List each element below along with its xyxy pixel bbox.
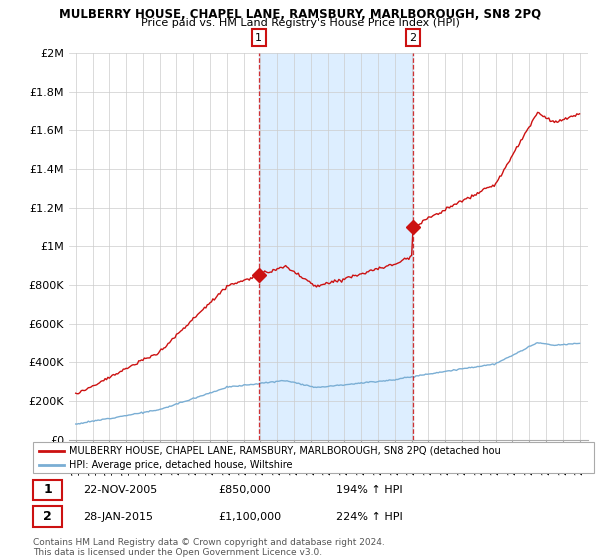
Text: 2: 2: [43, 510, 52, 523]
Bar: [259, 53, 413, 440]
Text: £850,000: £850,000: [218, 485, 271, 494]
Text: Price paid vs. HM Land Registry's House Price Index (HPI): Price paid vs. HM Land Registry's House …: [140, 18, 460, 28]
Text: MULBERRY HOUSE, CHAPEL LANE, RAMSBURY, MARLBOROUGH, SN8 2PQ (detached hou: MULBERRY HOUSE, CHAPEL LANE, RAMSBURY, M…: [70, 446, 501, 456]
FancyBboxPatch shape: [33, 479, 62, 500]
Text: HPI: Average price, detached house, Wiltshire: HPI: Average price, detached house, Wilt…: [70, 460, 293, 470]
Text: Contains HM Land Registry data © Crown copyright and database right 2024.
This d: Contains HM Land Registry data © Crown c…: [33, 538, 385, 557]
FancyBboxPatch shape: [33, 506, 62, 527]
Text: 1: 1: [255, 32, 262, 43]
Text: 28-JAN-2015: 28-JAN-2015: [83, 512, 154, 521]
FancyBboxPatch shape: [33, 442, 594, 473]
Text: 22-NOV-2005: 22-NOV-2005: [83, 485, 158, 494]
Text: MULBERRY HOUSE, CHAPEL LANE, RAMSBURY, MARLBOROUGH, SN8 2PQ: MULBERRY HOUSE, CHAPEL LANE, RAMSBURY, M…: [59, 8, 541, 21]
Text: £1,100,000: £1,100,000: [218, 512, 281, 521]
Text: 224% ↑ HPI: 224% ↑ HPI: [336, 512, 403, 521]
Text: 1: 1: [43, 483, 52, 496]
Text: 194% ↑ HPI: 194% ↑ HPI: [336, 485, 403, 494]
Text: 2: 2: [409, 32, 416, 43]
